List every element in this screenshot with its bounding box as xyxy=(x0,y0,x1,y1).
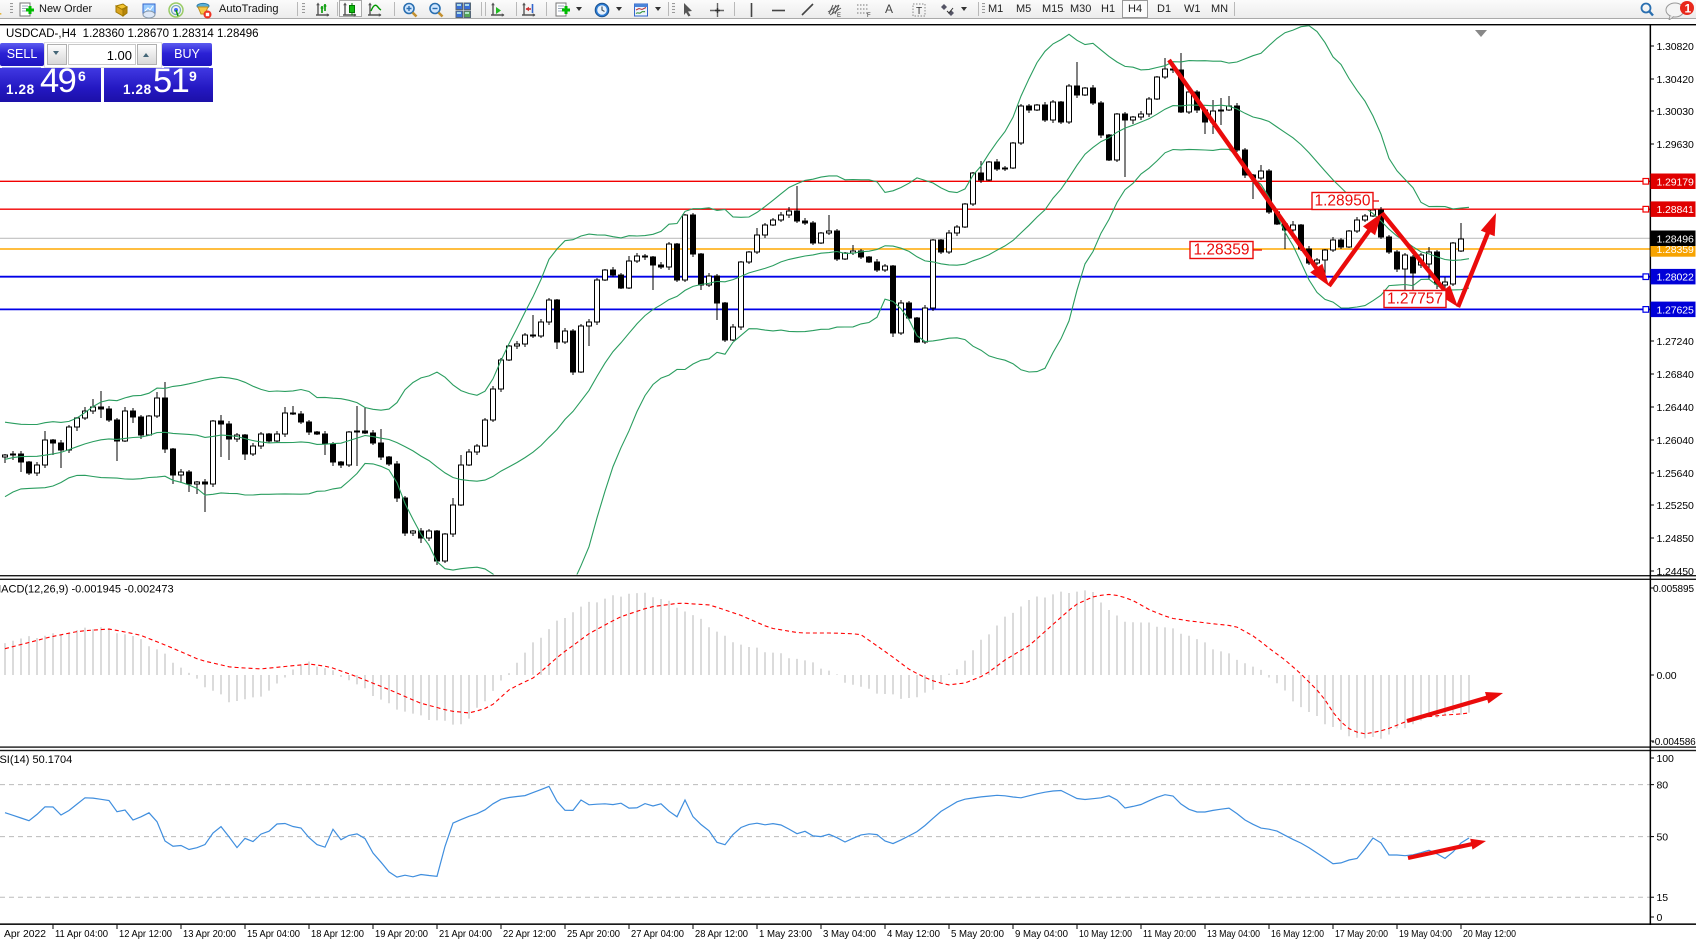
svg-text:1: 1 xyxy=(1685,2,1692,16)
svg-text:0.00: 0.00 xyxy=(1657,670,1677,682)
svg-text:1.26440: 1.26440 xyxy=(1657,402,1695,414)
svg-text:MACD(12,26,9) -0.001945 -0.002: MACD(12,26,9) -0.001945 -0.002473 xyxy=(0,584,174,596)
svg-text:18 Apr 12:00: 18 Apr 12:00 xyxy=(311,929,364,940)
svg-text:3 May 04:00: 3 May 04:00 xyxy=(823,929,876,940)
svg-text:19 Apr 20:00: 19 Apr 20:00 xyxy=(375,929,428,940)
svg-text:1.26840: 1.26840 xyxy=(1657,369,1695,381)
svg-text:15: 15 xyxy=(1657,892,1669,904)
svg-text:1.30030: 1.30030 xyxy=(1657,106,1695,118)
svg-text:RSI(14) 50.1704: RSI(14) 50.1704 xyxy=(0,754,72,766)
svg-text:-0.004586: -0.004586 xyxy=(1652,737,1696,748)
svg-text:1.30820: 1.30820 xyxy=(1657,41,1695,53)
svg-text:1.28496: 1.28496 xyxy=(1657,233,1695,245)
svg-text:0.005895: 0.005895 xyxy=(1653,584,1694,595)
svg-text:21 Apr 04:00: 21 Apr 04:00 xyxy=(439,929,492,940)
svg-text:1.29179: 1.29179 xyxy=(1657,176,1695,188)
svg-text:0: 0 xyxy=(1657,912,1663,924)
svg-text:17 May 20:00: 17 May 20:00 xyxy=(1335,929,1388,940)
svg-text:12 Apr 12:00: 12 Apr 12:00 xyxy=(119,929,172,940)
svg-text:1 May 23:00: 1 May 23:00 xyxy=(759,929,812,940)
svg-text:1.27625: 1.27625 xyxy=(1657,304,1695,316)
svg-text:10 May 12:00: 10 May 12:00 xyxy=(1079,929,1132,940)
svg-text:1.24850: 1.24850 xyxy=(1657,533,1695,545)
svg-text:1.25250: 1.25250 xyxy=(1657,500,1695,512)
svg-text:1.28359: 1.28359 xyxy=(1657,244,1695,256)
svg-text:22 Apr 12:00: 22 Apr 12:00 xyxy=(503,929,556,940)
svg-text:1.28022: 1.28022 xyxy=(1657,272,1695,284)
svg-text:1.28841: 1.28841 xyxy=(1657,204,1695,216)
svg-text:Apr 2022: Apr 2022 xyxy=(4,929,46,940)
svg-text:1.25640: 1.25640 xyxy=(1657,468,1695,480)
svg-text:1.27757: 1.27757 xyxy=(1387,291,1443,308)
svg-text:100: 100 xyxy=(1657,753,1674,765)
svg-text:19 May 04:00: 19 May 04:00 xyxy=(1399,929,1452,940)
svg-text:11 Apr 04:00: 11 Apr 04:00 xyxy=(55,929,108,940)
svg-text:1.24450: 1.24450 xyxy=(1657,566,1695,578)
svg-text:27 Apr 04:00: 27 Apr 04:00 xyxy=(631,929,684,940)
svg-text:E: E xyxy=(837,13,841,19)
svg-text:1.27240: 1.27240 xyxy=(1657,336,1695,348)
svg-text:28 Apr 12:00: 28 Apr 12:00 xyxy=(695,929,748,940)
svg-text:15 Apr 04:00: 15 Apr 04:00 xyxy=(247,929,300,940)
svg-text:13 May 04:00: 13 May 04:00 xyxy=(1207,929,1260,940)
svg-text:9 May 04:00: 9 May 04:00 xyxy=(1015,929,1068,940)
svg-text:1.28950: 1.28950 xyxy=(1314,193,1370,210)
svg-text:1.26040: 1.26040 xyxy=(1657,435,1695,447)
svg-text:4 May 12:00: 4 May 12:00 xyxy=(887,929,940,940)
svg-text:20 May 12:00: 20 May 12:00 xyxy=(1463,929,1516,940)
svg-text:80: 80 xyxy=(1657,779,1669,791)
svg-text:5 May 20:00: 5 May 20:00 xyxy=(951,929,1004,940)
svg-text:T: T xyxy=(916,6,922,17)
svg-text:13 Apr 20:00: 13 Apr 20:00 xyxy=(183,929,236,940)
svg-text:1.29630: 1.29630 xyxy=(1657,139,1695,151)
svg-text:25 Apr 20:00: 25 Apr 20:00 xyxy=(567,929,620,940)
svg-text:50: 50 xyxy=(1657,831,1669,843)
svg-text:1.28359: 1.28359 xyxy=(1193,242,1249,259)
svg-text:F: F xyxy=(867,13,871,19)
svg-text:16 May 12:00: 16 May 12:00 xyxy=(1271,929,1324,940)
svg-text:11 May 20:00: 11 May 20:00 xyxy=(1143,929,1196,940)
svg-text:1.30420: 1.30420 xyxy=(1657,74,1695,86)
